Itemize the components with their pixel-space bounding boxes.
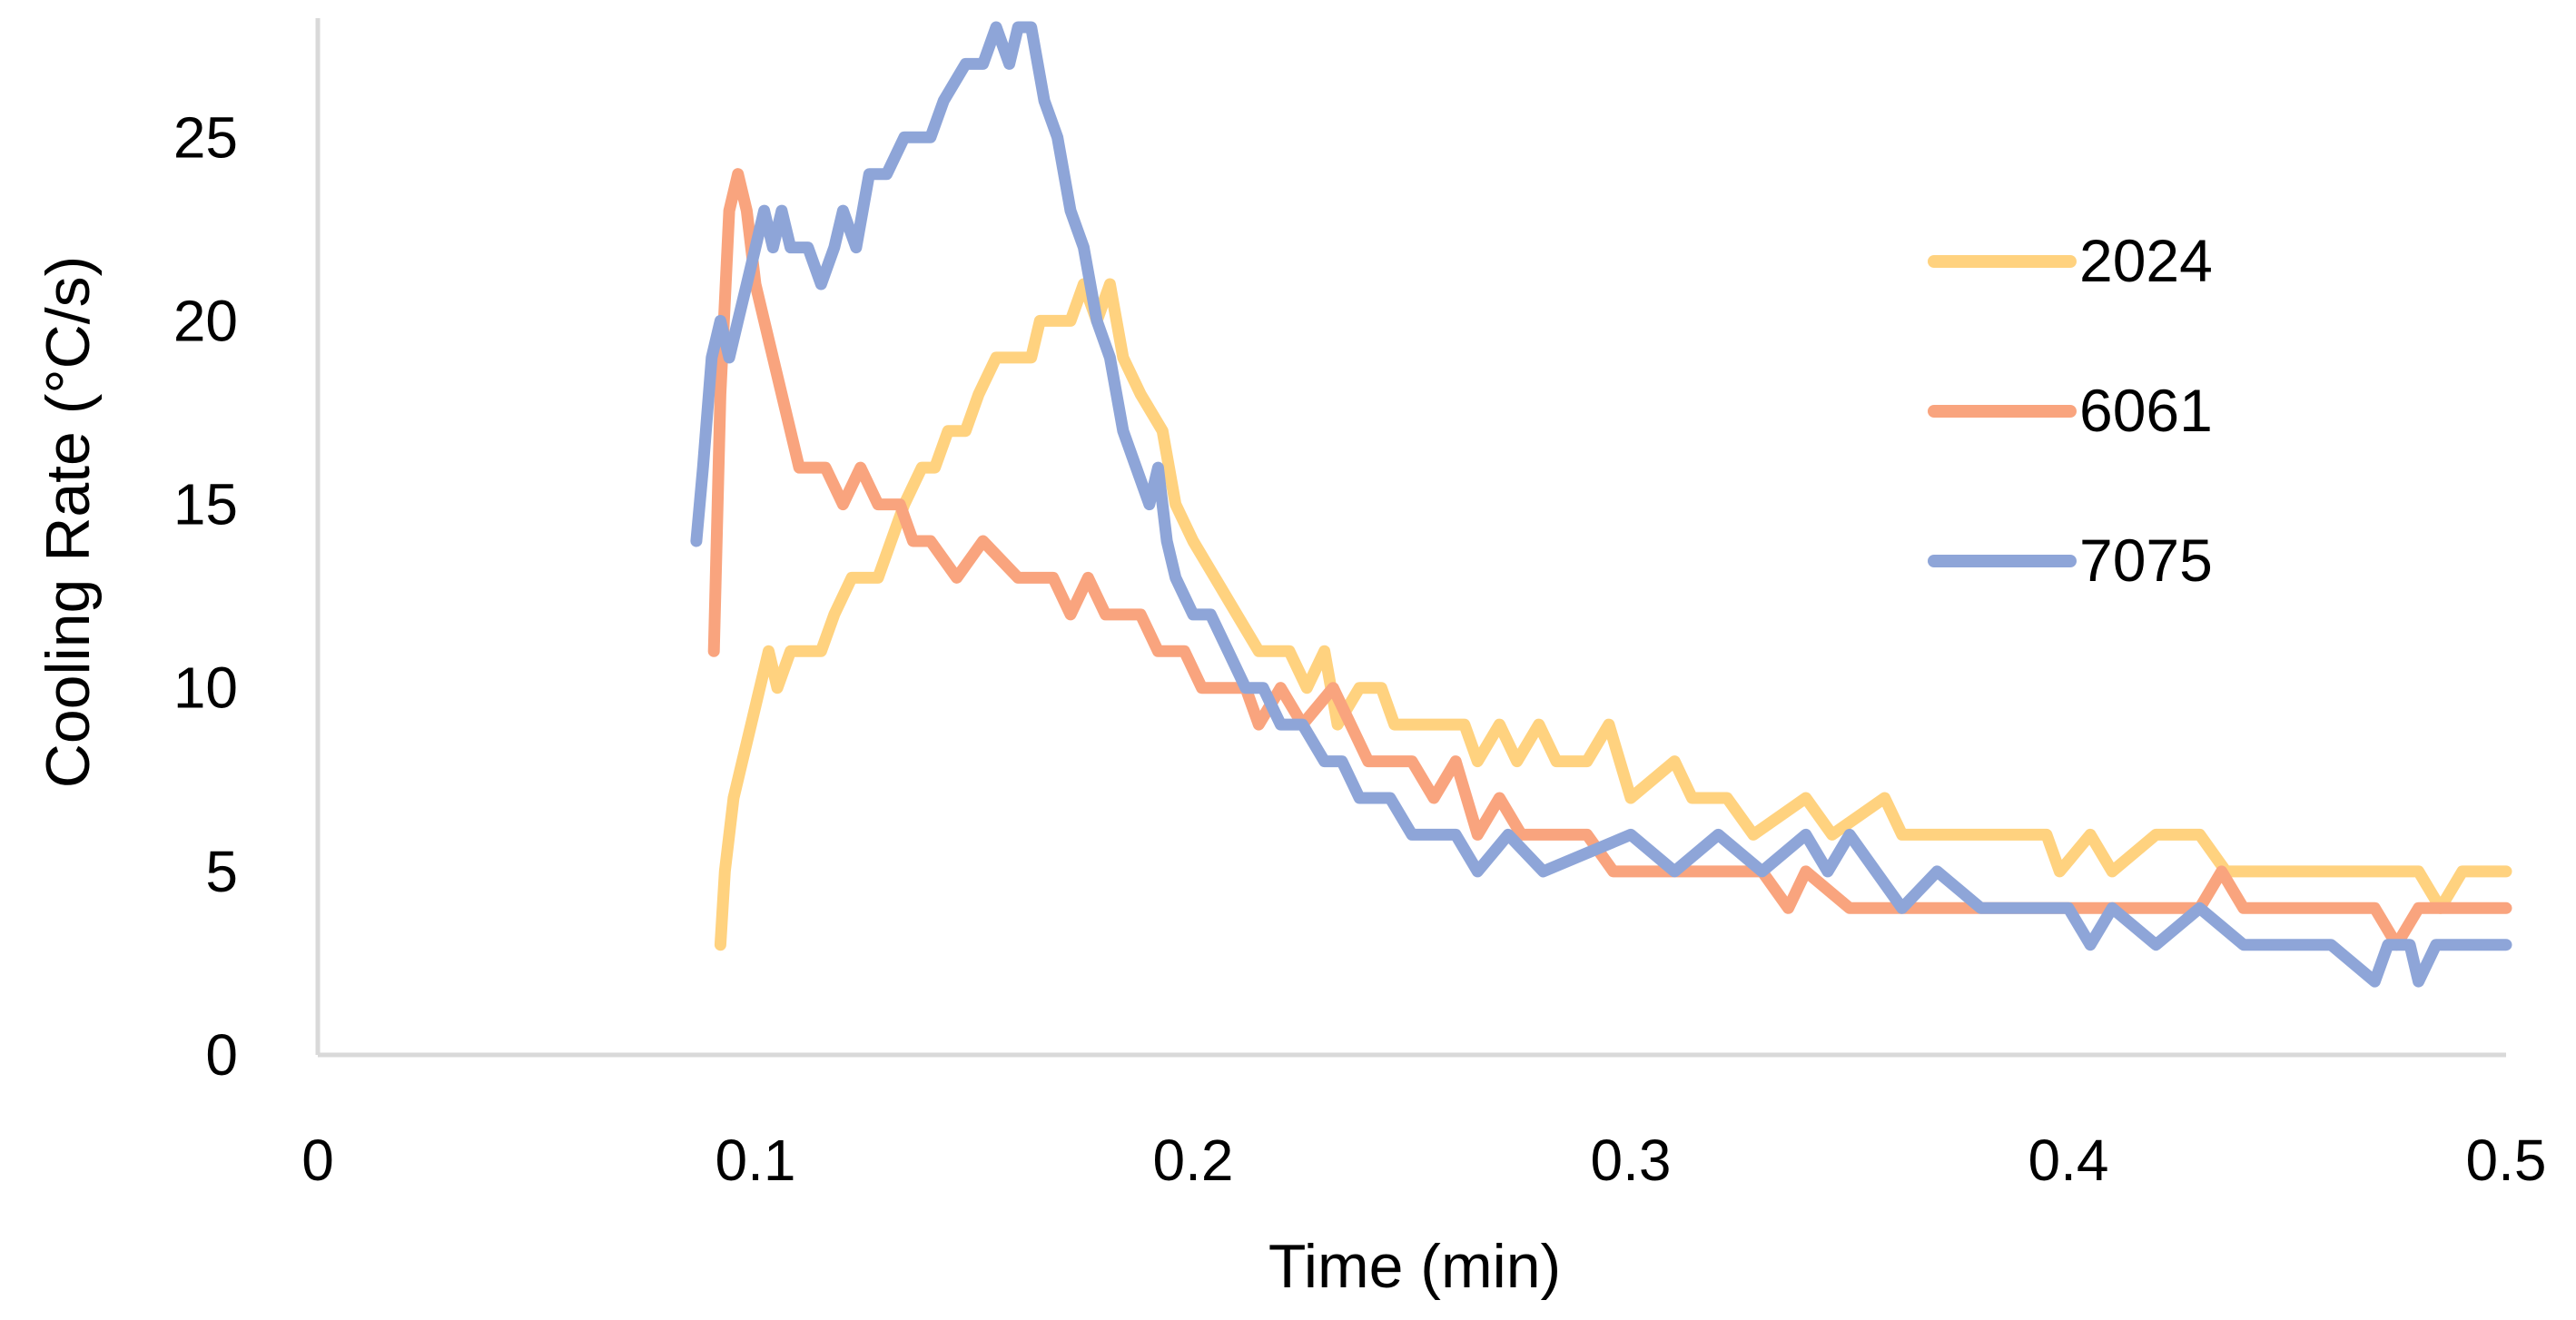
- series-line-2024: [714, 278, 2512, 951]
- x-tick-label: 0.3: [1591, 1128, 1672, 1193]
- x-tick-label: 0.5: [2466, 1128, 2547, 1193]
- legend-label-7075: 7075: [2079, 527, 2213, 594]
- legend-label-6061: 6061: [2079, 377, 2213, 444]
- x-axis-title: Time (min): [1268, 1232, 1561, 1301]
- y-axis: 0 5 10 15 20 25: [173, 18, 321, 1088]
- y-tick-label: 5: [205, 839, 238, 904]
- y-tick-label: 15: [173, 472, 238, 537]
- x-tick-label: 0.2: [1153, 1128, 1234, 1193]
- legend: 2024 6061 7075: [1928, 227, 2213, 594]
- x-tick-label: 0.1: [716, 1128, 796, 1193]
- series-group: [690, 21, 2512, 988]
- y-tick-label: 0: [205, 1022, 238, 1088]
- series-line-7075: [690, 21, 2512, 988]
- y-tick-label: 20: [173, 288, 238, 353]
- x-tick-label: 0.4: [2028, 1128, 2109, 1193]
- legend-label-2024: 2024: [2079, 227, 2213, 294]
- y-tick-label: 25: [173, 104, 238, 170]
- y-axis-title: Cooling Rate (°C/s): [34, 256, 103, 789]
- y-tick-label: 10: [173, 655, 238, 721]
- x-tick-label: 0: [301, 1128, 334, 1193]
- x-axis: 0 0.1 0.2 0.3 0.4 0.5: [301, 1052, 2547, 1193]
- series-line-6061: [707, 168, 2512, 951]
